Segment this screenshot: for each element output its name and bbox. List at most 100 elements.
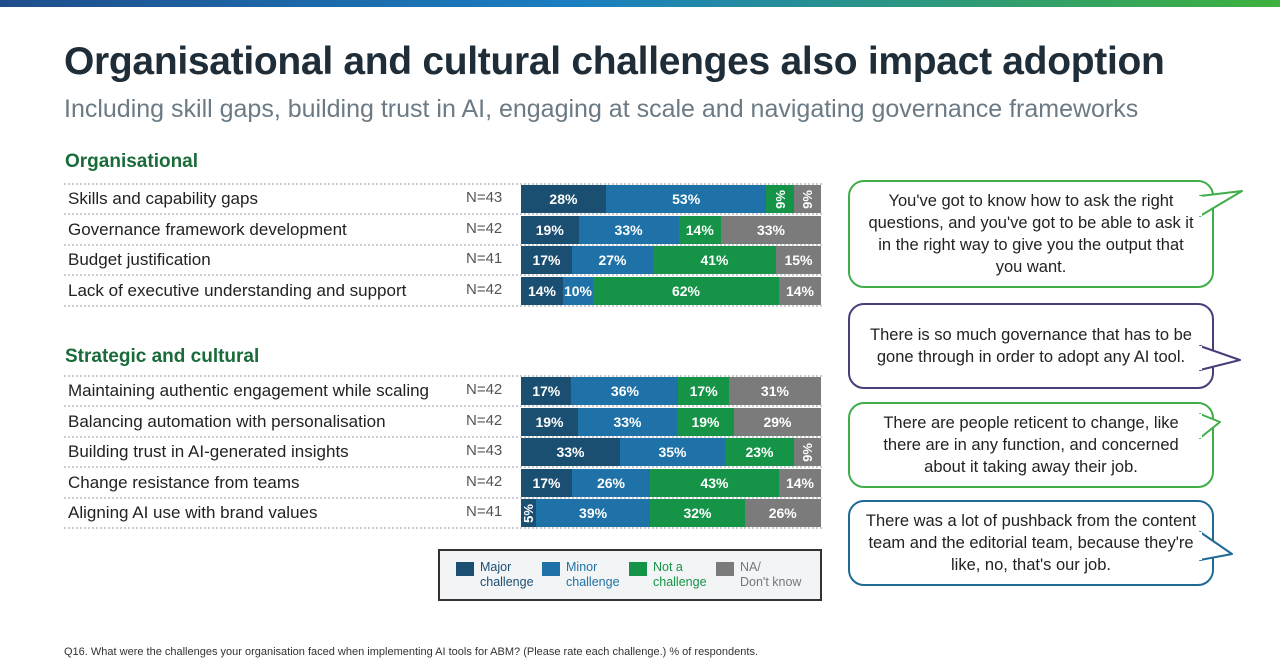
stacked-bar: 28% 53% 9% 9% — [521, 185, 821, 213]
bar-segment-na: 26% — [744, 499, 821, 528]
stacked-bar: 19% 33% 19% 29% — [521, 407, 821, 436]
row-divider — [64, 375, 822, 377]
row-divider — [64, 405, 822, 407]
chart-row: Skills and capability gaps N=43 28% 53% 9% 9% — [64, 183, 822, 215]
row-divider — [64, 274, 822, 277]
bar-segment-minor: 26% — [572, 468, 650, 497]
data-label: 33% — [756, 221, 785, 238]
quote-text: You've got to know how to ask the right … — [868, 192, 1194, 276]
page-subtitle: Including skill gaps, building trust in … — [64, 95, 1139, 123]
data-label: 39% — [579, 505, 608, 522]
bar-segment-minor: 53% — [605, 185, 767, 213]
row-divider — [64, 304, 822, 307]
row-label: Maintaining authentic engagement while s… — [68, 381, 430, 400]
data-label: 9% — [799, 442, 815, 462]
row-label: Governance framework development — [68, 219, 347, 239]
bar-segment-minor: 27% — [572, 246, 653, 275]
legend-item-na: NA/ Don't know — [716, 560, 801, 590]
chart-row: Building trust in AI-generated insights N… — [64, 437, 822, 469]
top-accent-bar — [0, 0, 1280, 7]
legend-label: Minor — [566, 560, 598, 574]
bar-segment-not: 19% — [677, 407, 734, 436]
bar-segment-not: 14% — [678, 215, 721, 244]
bar-segment-na: 14% — [779, 276, 821, 305]
data-label: 19% — [535, 413, 564, 430]
data-label: 19% — [691, 413, 720, 430]
quote-text: There is so much governance that has to … — [870, 326, 1192, 366]
data-label: 9% — [799, 189, 815, 209]
row-divider — [64, 435, 822, 438]
bar-segment-not: 43% — [650, 468, 779, 497]
legend-item-minor: Minor challenge — [542, 560, 620, 590]
row-label: Balancing automation with personalisatio… — [68, 411, 386, 431]
data-label: 17% — [532, 252, 561, 269]
bar-segment-not: 41% — [653, 246, 776, 275]
legend-label: NA/ — [740, 560, 761, 574]
quote-text: There was a lot of pushback from the con… — [865, 512, 1197, 574]
bar-segment-not: 23% — [725, 438, 794, 467]
data-label: 33% — [613, 413, 642, 430]
bar-segment-major: 17% — [521, 246, 572, 275]
data-label: 14% — [685, 221, 714, 238]
quote-bubble-1: You've got to know how to ask the right … — [848, 180, 1214, 288]
row-sample-size: N=42 — [466, 472, 503, 490]
legend-item-not: Not a challenge — [629, 560, 707, 590]
chart-row: Budget justification N=41 17% 27% 41% 15% — [64, 245, 822, 277]
data-label: 17% — [689, 383, 718, 399]
chart-row: Balancing automation with personalisatio… — [64, 407, 822, 438]
data-label: 53% — [672, 191, 701, 207]
data-label: 32% — [683, 505, 712, 522]
bar-segment-major: 17% — [521, 377, 572, 405]
chart-row: Maintaining authentic engagement while s… — [64, 375, 822, 407]
data-label: 28% — [549, 191, 578, 207]
quote-tail-2 — [1198, 345, 1241, 371]
bar-segment-minor: 35% — [620, 438, 725, 467]
footnote: Q16. What were the challenges your organ… — [64, 646, 759, 658]
bar-segment-na: 9% — [793, 185, 821, 213]
legend-label: challenge — [566, 575, 620, 589]
data-label: 43% — [700, 474, 729, 491]
chart-row: Aligning AI use with brand values N=41 5% 3… — [64, 498, 822, 530]
stacked-bar: 17% 27% 41% 15% — [521, 246, 821, 275]
bar-segment-na: 33% — [720, 215, 821, 244]
legend-item-major: Major challenge — [456, 560, 534, 590]
chart-row: Governance framework development N=42 19% 3… — [64, 215, 822, 246]
legend-swatch-not — [629, 562, 647, 576]
data-label: 14% — [785, 282, 815, 299]
legend-label: challenge — [480, 575, 534, 589]
data-label: 27% — [598, 252, 627, 269]
row-divider — [64, 213, 822, 215]
section-heading-strategic: Strategic and cultural — [65, 346, 260, 367]
quote-text: There are people reticent to change, lik… — [883, 414, 1179, 476]
row-sample-size: N=42 — [466, 411, 503, 429]
stacked-bar: 33% 35% 23% 9% — [521, 438, 821, 467]
row-divider — [64, 527, 822, 530]
row-sample-size: N=41 — [466, 250, 503, 268]
stacked-bar: 17% 26% 43% 14% — [521, 468, 821, 497]
row-label: Budget justification — [68, 250, 211, 270]
row-label: Skills and capability gaps — [68, 189, 258, 208]
data-label: 33% — [556, 444, 585, 461]
row-sample-size: N=42 — [466, 381, 503, 398]
bar-segment-major: 14% — [521, 276, 563, 305]
quote-tail-4 — [1198, 531, 1233, 561]
row-sample-size: N=42 — [466, 219, 503, 237]
bar-segment-minor: 33% — [578, 407, 677, 436]
bar-segment-minor: 10% — [563, 276, 593, 305]
bar-segment-major: 19% — [521, 407, 578, 436]
row-sample-size: N=41 — [466, 503, 503, 521]
quote-bubble-3: There are people reticent to change, lik… — [848, 402, 1214, 488]
quote-bubble-2: There is so much governance that has to … — [848, 303, 1214, 389]
quote-bubble-4: There was a lot of pushback from the con… — [848, 500, 1214, 586]
row-sample-size: N=43 — [466, 189, 503, 206]
stacked-bar: 14% 10% 62% 14% — [521, 276, 821, 305]
row-label: Change resistance from teams — [68, 472, 300, 492]
row-label: Building trust in AI-generated insights — [68, 442, 349, 462]
data-label: 9% — [772, 189, 788, 209]
row-divider — [64, 496, 822, 499]
bar-segment-major: 5% — [521, 499, 536, 528]
bar-segment-minor: 39% — [535, 499, 651, 528]
data-label: 41% — [700, 252, 729, 269]
data-label: 15% — [784, 252, 813, 269]
bar-segment-na: 31% — [728, 377, 821, 405]
